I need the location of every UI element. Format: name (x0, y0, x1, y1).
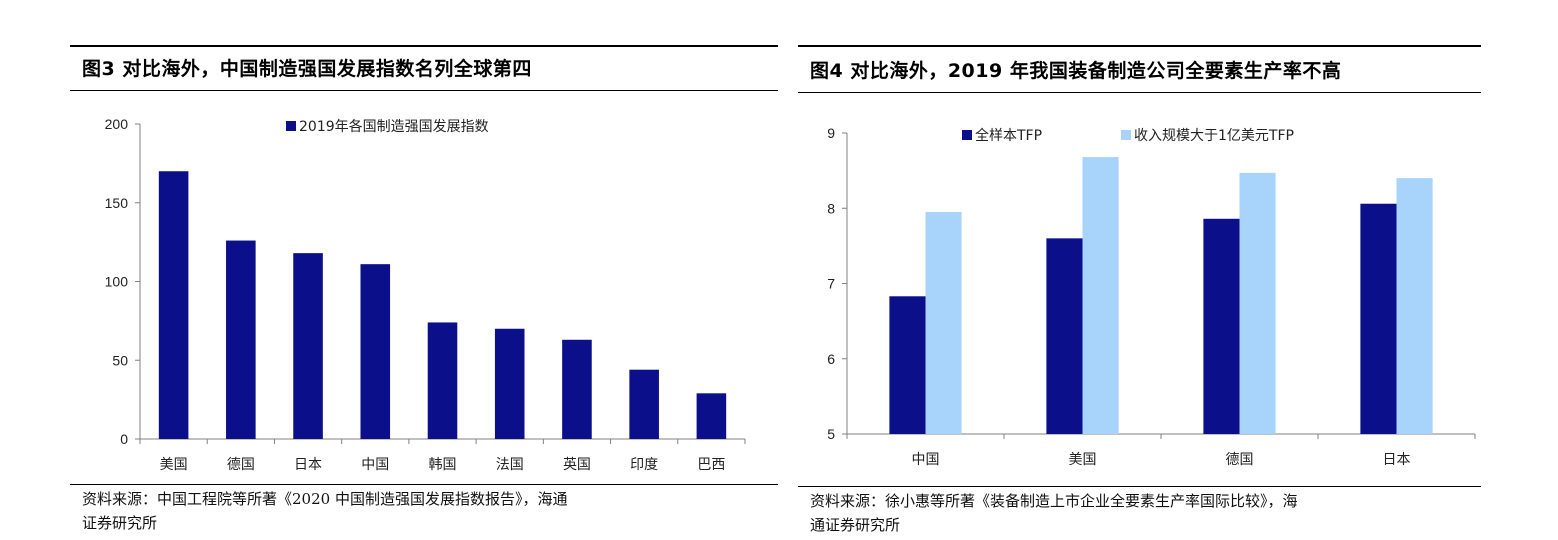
source-line-1: 资料来源：徐小惠等所著《装备制造上市企业全要素生产率国际比较》，海 (810, 492, 1298, 510)
y-tick-label: 200 (105, 116, 129, 132)
figure-3-title: 图3 对比海外，中国制造强国发展指数名列全球第四 (82, 58, 532, 80)
legend-swatch (1121, 130, 1131, 140)
bar (562, 339, 592, 439)
bar (696, 393, 727, 439)
figure-4-panel: 图4 对比海外，2019 年我国装备制造公司全要素生产率不高 5 6 7 8 9 中国 美国… (798, 0, 1481, 540)
x-category-label: 日本 (294, 457, 322, 473)
source-line-2: 证券研究所 (82, 514, 158, 532)
source-line-1: 资料来源：中国工程院等所著《2020 中国制造强国发展指数报告》，海通 (82, 490, 568, 508)
source-line-2: 通证券研究所 (810, 516, 901, 534)
title-bottom-rule (70, 90, 778, 91)
y-tick-label: 9 (827, 125, 835, 141)
x-category-label: 韩国 (429, 457, 457, 473)
bar (158, 171, 189, 439)
y-tick-label: 6 (827, 351, 835, 367)
figure-3-panel: 图3 对比海外，中国制造强国发展指数名列全球第四 0 50 100 150 200 美国 德… (70, 0, 778, 540)
x-category-label: 美国 (160, 457, 188, 473)
bar (1046, 238, 1083, 434)
y-tick-label: 7 (827, 276, 835, 292)
legend-swatch (286, 121, 296, 131)
bar (427, 322, 458, 439)
index-bar-chart: 0 50 100 150 200 美国 德国 日本 中国 韩国 法国 英国 印度 巴西 2019年各国制造强… (105, 116, 746, 473)
source-top-rule (70, 484, 778, 485)
y-tick-label: 5 (827, 426, 835, 442)
figure-4-source: 资料来源：徐小惠等所著《装备制造上市企业全要素生产率国际比较》，海 通证券研究所 (810, 489, 1298, 537)
y-tick-label: 8 (827, 200, 835, 216)
title-bottom-rule (798, 92, 1481, 93)
x-category-label: 巴西 (697, 457, 725, 473)
bar (494, 328, 525, 439)
bar (1360, 203, 1397, 434)
bar (360, 264, 391, 439)
x-category-label: 美国 (1069, 452, 1097, 468)
figure-4-title: 图4 对比海外，2019 年我国装备制造公司全要素生产率不高 (810, 60, 1342, 82)
bar (629, 369, 659, 439)
y-tick-label: 50 (112, 352, 128, 368)
legend-label: 全样本TFP (975, 127, 1042, 144)
bar (1396, 178, 1433, 434)
legend-label: 2019年各国制造强国发展指数 (299, 119, 489, 135)
bar (1082, 157, 1119, 434)
x-category-label: 中国 (361, 457, 389, 473)
x-category-label: 中国 (912, 452, 940, 468)
bar (293, 253, 323, 439)
x-category-label: 印度 (630, 457, 658, 473)
y-tick-label: 100 (105, 274, 129, 290)
bar (226, 240, 256, 439)
x-category-label: 德国 (227, 457, 255, 473)
title-top-rule (70, 45, 778, 47)
x-category-label: 法国 (496, 457, 524, 473)
bar (1203, 218, 1240, 434)
bar (889, 296, 926, 434)
title-top-rule (798, 45, 1481, 47)
y-tick-label: 150 (105, 195, 129, 211)
tfp-bar-chart: 5 6 7 8 9 中国 美国 德国 日本 全样本TFP 收入规模大于1亿美元TFP (827, 125, 1476, 468)
x-category-label: 日本 (1383, 452, 1411, 468)
figure-3-source: 资料来源：中国工程院等所著《2020 中国制造强国发展指数报告》，海通 证券研究… (82, 487, 567, 535)
y-tick-label: 0 (120, 431, 128, 447)
bar (1239, 172, 1276, 434)
source-top-rule (798, 486, 1481, 487)
legend-label: 收入规模大于1亿美元TFP (1134, 128, 1294, 144)
bar (925, 212, 962, 434)
x-category-label: 英国 (563, 456, 591, 473)
legend-swatch (962, 130, 972, 140)
x-category-label: 德国 (1226, 452, 1254, 468)
